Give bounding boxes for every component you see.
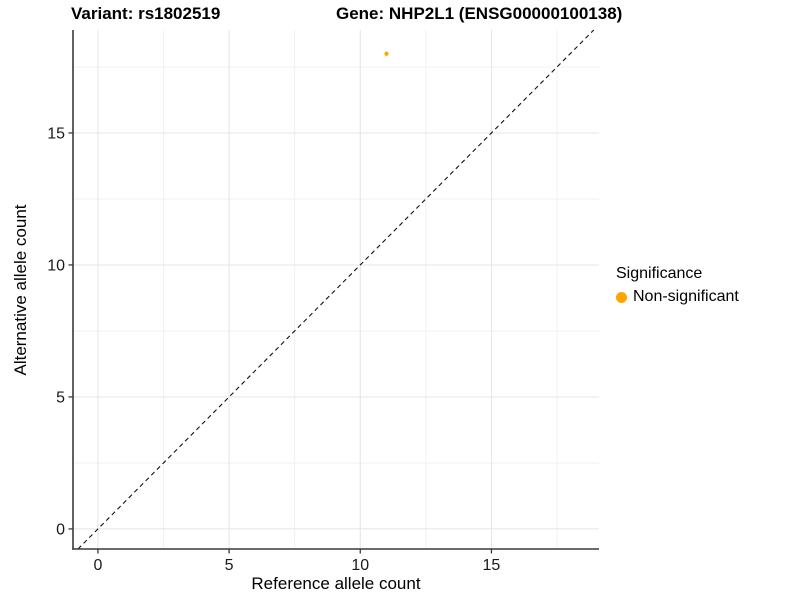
scatter-point <box>384 51 389 56</box>
axis-tick-marks <box>68 132 493 554</box>
x-tick-label: 10 <box>351 557 369 574</box>
major-gridlines <box>73 30 599 549</box>
y-tick-label: 0 <box>56 521 65 538</box>
x-tick-label: 0 <box>93 557 102 574</box>
identity-line <box>77 29 595 550</box>
axis-tick-labels: 0 5 10 15 0 5 10 15 <box>47 125 500 574</box>
axis-lines <box>72 30 599 550</box>
x-tick-label: 5 <box>225 557 234 574</box>
minor-gridlines <box>73 30 599 549</box>
y-tick-label: 10 <box>47 257 65 274</box>
variant-title: Variant: rs1802519 <box>71 4 221 23</box>
legend-entry-label: Non-significant <box>633 288 739 305</box>
legend-entry: Non-significant <box>616 288 739 306</box>
x-tick-label: 15 <box>483 557 501 574</box>
y-tick-label: 5 <box>56 389 65 406</box>
legend: Significance Non-significant <box>616 265 739 306</box>
legend-title: Significance <box>616 265 703 282</box>
x-axis-label: Reference allele count <box>251 574 421 593</box>
identity-dashed-line <box>77 29 595 550</box>
data-points <box>384 51 389 56</box>
y-tick-label: 15 <box>47 125 65 142</box>
y-axis-label: Alternative allele count <box>11 204 30 376</box>
legend-point-icon <box>616 291 627 303</box>
gene-title: Gene: NHP2L1 (ENSG00000100138) <box>336 4 623 23</box>
